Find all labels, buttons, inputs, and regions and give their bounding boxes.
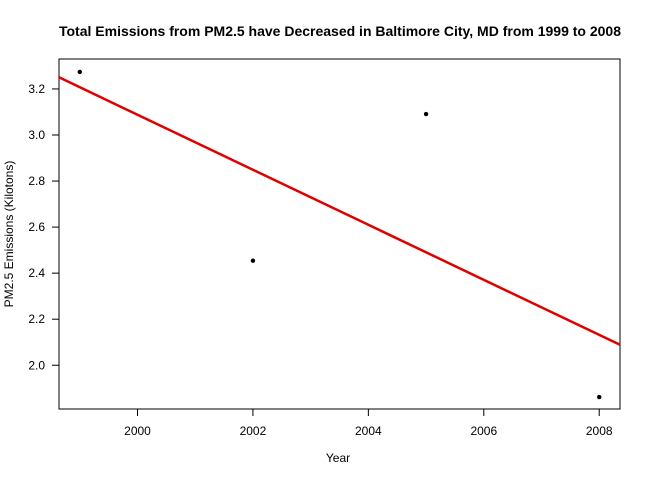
x-tick-label: 2008 (586, 424, 613, 438)
y-tick-label: 3.0 (28, 128, 45, 142)
data-point (424, 112, 428, 116)
y-tick-label: 2.4 (28, 266, 45, 280)
data-point (251, 259, 255, 263)
y-tick-label: 2.0 (28, 358, 45, 372)
trend-line-group (59, 77, 620, 344)
y-tick-label: 2.6 (28, 220, 45, 234)
x-tick-label: 2006 (470, 424, 497, 438)
y-axis-label: PM2.5 Emissions (Kilotons) (2, 161, 16, 308)
y-axis: 2.0 2.2 2.4 2.6 2.8 3.0 3.2 (28, 82, 59, 372)
y-tick-label: 2.8 (28, 174, 45, 188)
x-tick-label: 2000 (124, 424, 151, 438)
chart-title: Total Emissions from PM2.5 have Decrease… (59, 23, 621, 39)
x-tick-label: 2004 (355, 424, 382, 438)
y-tick-label: 2.2 (28, 312, 45, 326)
x-axis-label: Year (326, 451, 350, 465)
x-tick-label: 2002 (240, 424, 267, 438)
x-axis: 2000 2002 2004 2006 2008 (124, 409, 613, 438)
trend-line (59, 77, 620, 344)
data-points (78, 70, 602, 400)
plot-frame (59, 59, 620, 409)
y-tick-label: 3.2 (28, 82, 45, 96)
data-point (597, 395, 601, 399)
data-point (78, 70, 82, 74)
